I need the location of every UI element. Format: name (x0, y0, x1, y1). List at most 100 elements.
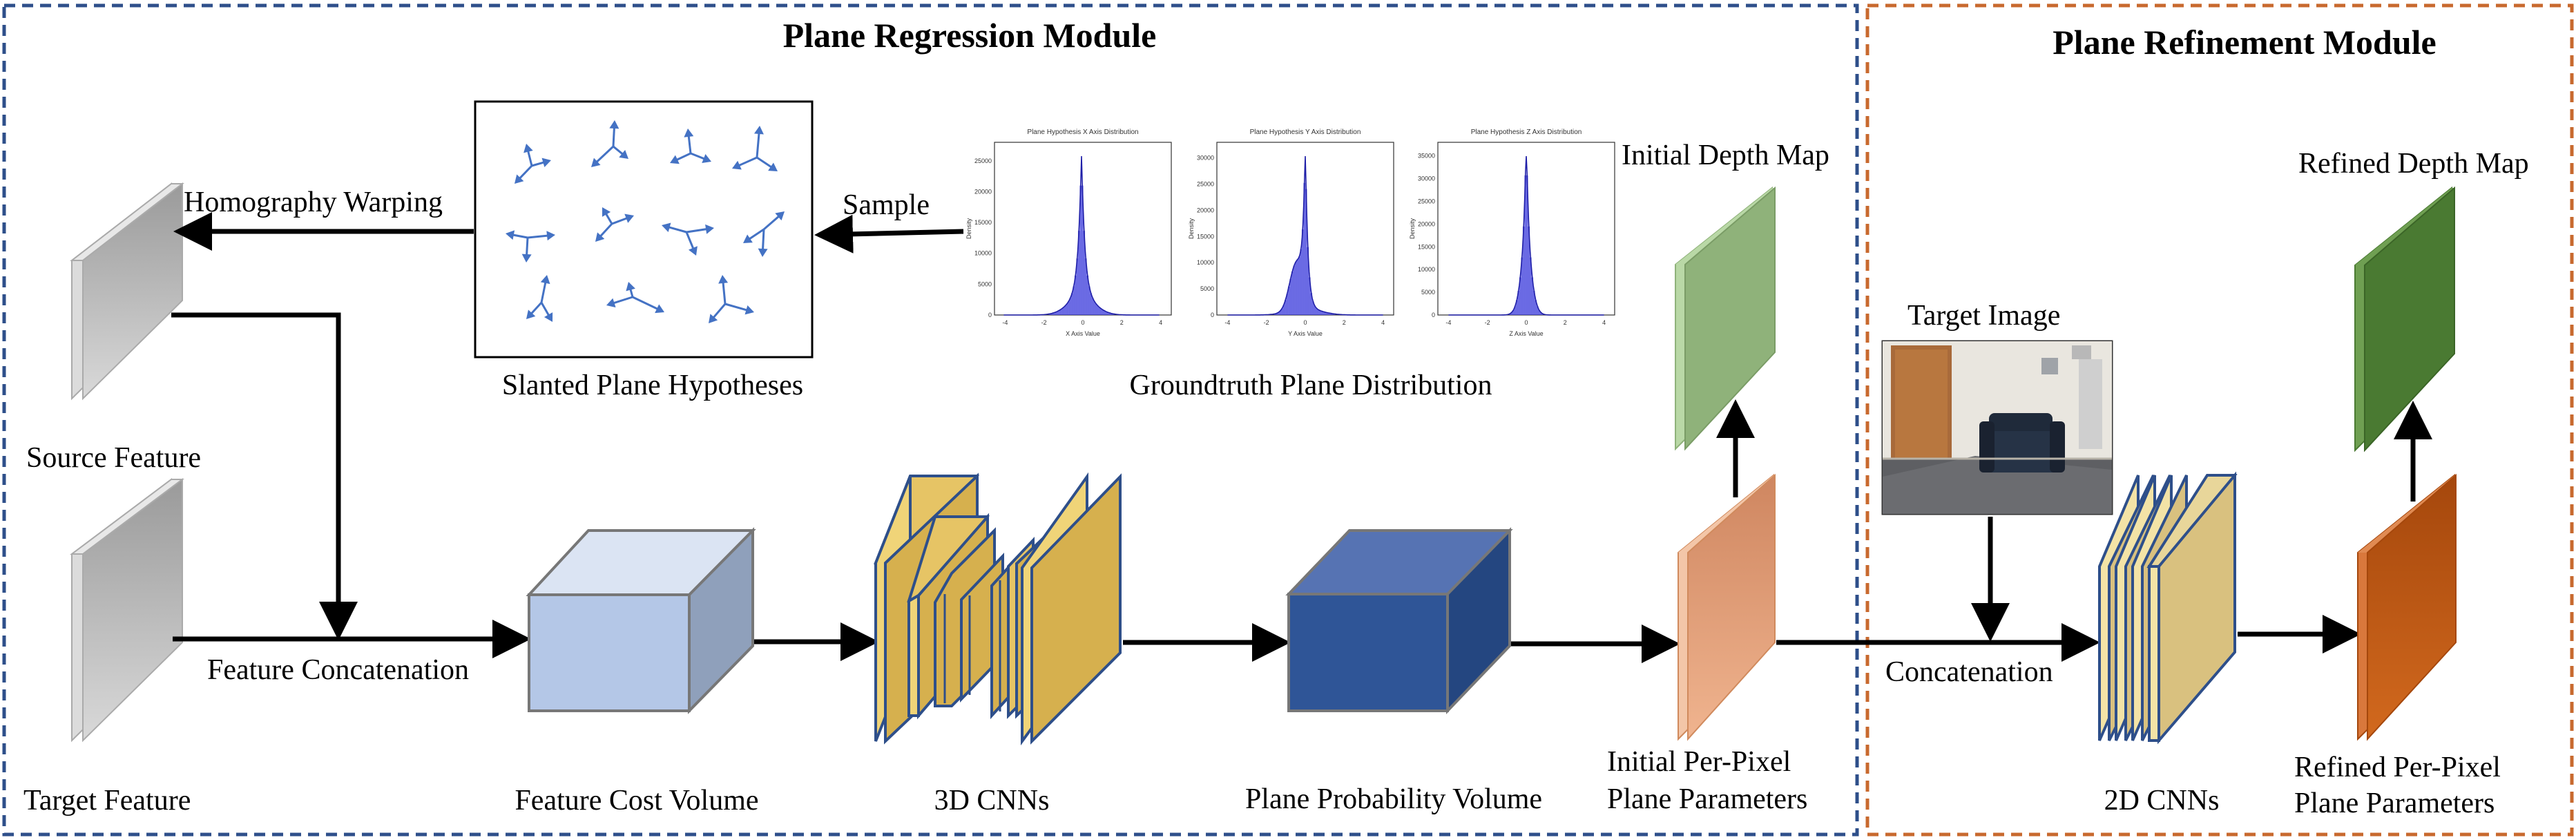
plane-normal-glyph (662, 222, 714, 256)
target-image-label: Target Image (1907, 300, 2060, 332)
histogram-panel: Plane Hypothesis X Axis Distribution Dens… (965, 128, 1172, 337)
histogram-title: Plane Hypothesis Z Axis Distribution (1471, 128, 1582, 136)
histogram-xtick: 4 (1602, 319, 1606, 326)
initial-depth-map-label: Initial Depth Map (1622, 140, 1829, 171)
histogram-xtick: -4 (1224, 319, 1230, 326)
histogram-ytick: 15000 (1418, 243, 1435, 250)
histogram-xtick: 4 (1381, 319, 1385, 326)
histogram-xtick: 2 (1564, 319, 1567, 326)
histogram-xtick: -2 (1485, 319, 1490, 326)
plane-normal-glyphs (506, 120, 785, 323)
cnn2d-layer-4 (2146, 471, 2238, 745)
plane-normal-glyph (526, 275, 553, 322)
initial-params-label-line2: Plane Parameters (1607, 783, 1807, 815)
histogram-ytick: 25000 (1418, 198, 1435, 205)
histogram-ytick: 10000 (974, 250, 992, 257)
histogram-xtick: 0 (1524, 319, 1528, 326)
cnn3d-label: 3D CNNs (934, 785, 1050, 817)
histogram-ytick: 5000 (1200, 285, 1214, 292)
source-to-concat-path (171, 312, 358, 640)
concatenation-label: Concatenation (1885, 656, 2053, 688)
histogram-ytick: 25000 (1197, 181, 1214, 188)
plane-normal-glyph (595, 207, 634, 242)
plane-normal-glyph (732, 126, 778, 171)
histogram-xtick: -4 (1445, 319, 1451, 326)
homography-warping-label: Homography Warping (184, 187, 443, 218)
refined-depth-map-label: Refined Depth Map (2298, 148, 2529, 180)
histogram-ytick: 30000 (1418, 175, 1435, 182)
groundtruth-distribution-label: Groundtruth Plane Distribution (1130, 370, 1492, 401)
refinement-module-title: Plane Refinement Module (2053, 23, 2436, 61)
initial-params-slab (1678, 473, 1776, 741)
cnn3d-stack (874, 472, 1122, 746)
sample-arrow (814, 214, 964, 254)
slanted-plane-hypotheses-box (474, 100, 814, 359)
histogram-xtick: -2 (1264, 319, 1269, 326)
histogram-xlabel: Y Axis Value (1288, 330, 1323, 337)
histogram-xlabel: Z Axis Value (1509, 330, 1543, 337)
histogram-xtick: 0 (1303, 319, 1307, 326)
regression-module-frame (2, 3, 1859, 837)
cnn2d-stack (2098, 471, 2238, 745)
histogram-title: Plane Hypothesis X Axis Distribution (1027, 128, 1138, 136)
histogram-ytick: 25000 (974, 158, 992, 164)
histogram-xtick: -2 (1041, 319, 1047, 326)
sample-label: Sample (843, 189, 930, 221)
plane-probability-volume-cube (1285, 527, 1513, 714)
plane-normal-glyph (591, 120, 628, 167)
histogram-ytick: 20000 (1197, 207, 1214, 213)
plane-normal-glyph (743, 211, 785, 257)
target-image (1881, 340, 2113, 515)
plane-normal-glyph (515, 144, 551, 184)
histogram-ytick: 15000 (974, 219, 992, 226)
plane-normal-glyph (670, 128, 711, 164)
histogram-xtick: 2 (1120, 319, 1124, 326)
histogram-ytick: 35000 (1418, 153, 1435, 160)
source-feature-label: Source Feature (26, 442, 201, 474)
histogram-ytick: 0 (988, 312, 992, 318)
plane-normal-glyph (709, 275, 754, 323)
histogram-ytick: 5000 (978, 280, 992, 287)
refined-params-slab (2357, 473, 2457, 741)
initial-params-label-line1: Initial Per-Pixel (1607, 746, 1791, 778)
histogram-xtick: 0 (1081, 319, 1084, 326)
histogram-ytick: 20000 (974, 188, 992, 195)
target-feature-slab (70, 478, 184, 743)
histogram-ylabel: Density (965, 218, 972, 239)
histogram-xtick: 4 (1159, 319, 1162, 326)
histogram-ytick: 10000 (1418, 266, 1435, 273)
histogram-xtick: 2 (1343, 319, 1346, 326)
refined-depth-map-slab (2354, 186, 2455, 452)
plane-normal-glyph (506, 230, 555, 262)
histogram-xlabel: X Axis Value (1066, 330, 1100, 337)
cnn2d-label: 2D CNNs (2104, 785, 2220, 817)
source-feature-slab (70, 182, 184, 401)
histogram-ytick: 30000 (1197, 155, 1214, 162)
histogram-panel: Plane Hypothesis Y Axis Distribution Dens… (1188, 128, 1394, 337)
cnn3d-layer-7 (1021, 472, 1122, 746)
feature-concatenation-label: Feature Concatenation (207, 654, 469, 686)
histogram-ylabel: Density (1409, 218, 1416, 239)
histogram-ytick: 20000 (1418, 220, 1435, 227)
histogram-ytick: 0 (1432, 312, 1435, 318)
groundtruth-histograms: Plane Hypothesis X Axis Distribution Dens… (965, 128, 1615, 337)
plane-normal-glyph (606, 282, 664, 314)
histogram-ylabel: Density (1188, 218, 1195, 239)
histogram-ytick: 5000 (1421, 289, 1435, 296)
feature-cost-volume-label: Feature Cost Volume (515, 785, 758, 817)
refined-params-label-line1: Refined Per-Pixel (2294, 752, 2501, 783)
histogram-ytick: 0 (1211, 312, 1214, 318)
histogram-ytick: 15000 (1197, 233, 1214, 240)
regression-module-title: Plane Regression Module (783, 16, 1157, 55)
histogram-xtick: -4 (1002, 319, 1008, 326)
histogram-panel: Plane Hypothesis Z Axis Distribution Dens… (1409, 128, 1615, 337)
initial-depth-map-slab (1675, 186, 1776, 451)
histogram-ytick: 10000 (1197, 259, 1214, 266)
plane-probability-volume-label: Plane Probability Volume (1245, 783, 1542, 815)
slanted-plane-hypotheses-label: Slanted Plane Hypotheses (502, 370, 803, 401)
target-feature-label: Target Feature (23, 785, 191, 817)
refined-params-label-line2: Plane Parameters (2294, 788, 2495, 819)
histogram-title: Plane Hypothesis Y Axis Distribution (1250, 128, 1361, 136)
refinement-module-frame (1865, 3, 2574, 837)
